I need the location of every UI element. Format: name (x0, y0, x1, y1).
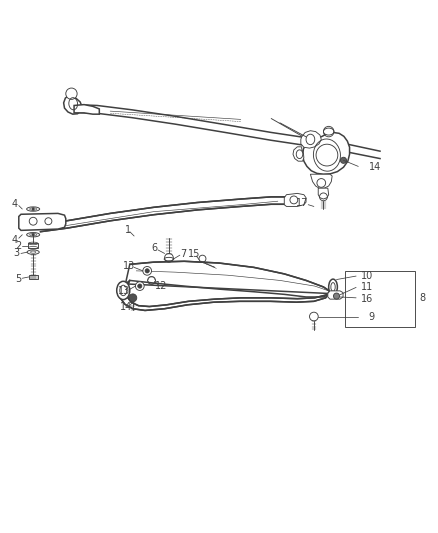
Polygon shape (41, 197, 291, 232)
Text: 14: 14 (369, 162, 381, 172)
Ellipse shape (27, 207, 40, 211)
Ellipse shape (27, 232, 40, 237)
Text: 15: 15 (188, 249, 200, 260)
Text: 9: 9 (368, 312, 374, 321)
Circle shape (135, 282, 144, 290)
Text: 3: 3 (14, 248, 20, 259)
Polygon shape (293, 147, 304, 161)
Circle shape (66, 88, 77, 99)
Polygon shape (64, 95, 82, 114)
Text: 13: 13 (123, 261, 135, 271)
Polygon shape (120, 261, 330, 310)
Ellipse shape (27, 250, 39, 254)
Polygon shape (328, 291, 343, 299)
Polygon shape (74, 104, 99, 114)
Polygon shape (284, 193, 306, 206)
Polygon shape (74, 104, 380, 158)
Text: 4: 4 (11, 235, 18, 245)
Text: 14: 14 (120, 302, 132, 312)
Circle shape (129, 294, 137, 302)
Ellipse shape (117, 281, 130, 300)
Text: 12: 12 (155, 281, 168, 291)
Polygon shape (318, 188, 328, 199)
Text: 16: 16 (361, 294, 373, 304)
Circle shape (32, 233, 35, 236)
Ellipse shape (323, 128, 334, 135)
Polygon shape (303, 133, 350, 174)
Text: 11: 11 (361, 282, 373, 293)
Polygon shape (301, 131, 321, 148)
Text: 6: 6 (152, 243, 158, 253)
Circle shape (143, 266, 152, 275)
Text: 4: 4 (11, 199, 18, 209)
Circle shape (317, 179, 325, 187)
Circle shape (32, 208, 35, 211)
Circle shape (138, 284, 142, 288)
Text: 17: 17 (297, 198, 309, 208)
Circle shape (340, 157, 346, 163)
Ellipse shape (328, 279, 337, 295)
Text: 7: 7 (180, 249, 187, 260)
Text: 8: 8 (419, 293, 425, 303)
Circle shape (29, 217, 37, 225)
Text: 5: 5 (15, 274, 21, 284)
Polygon shape (19, 213, 66, 230)
Circle shape (333, 293, 339, 299)
Text: 10: 10 (361, 271, 373, 281)
Circle shape (145, 269, 149, 273)
Text: 1: 1 (124, 225, 131, 235)
Text: 2: 2 (15, 240, 21, 251)
Text: 13: 13 (118, 286, 130, 296)
Polygon shape (29, 275, 38, 279)
Polygon shape (311, 174, 332, 188)
Polygon shape (28, 244, 38, 248)
